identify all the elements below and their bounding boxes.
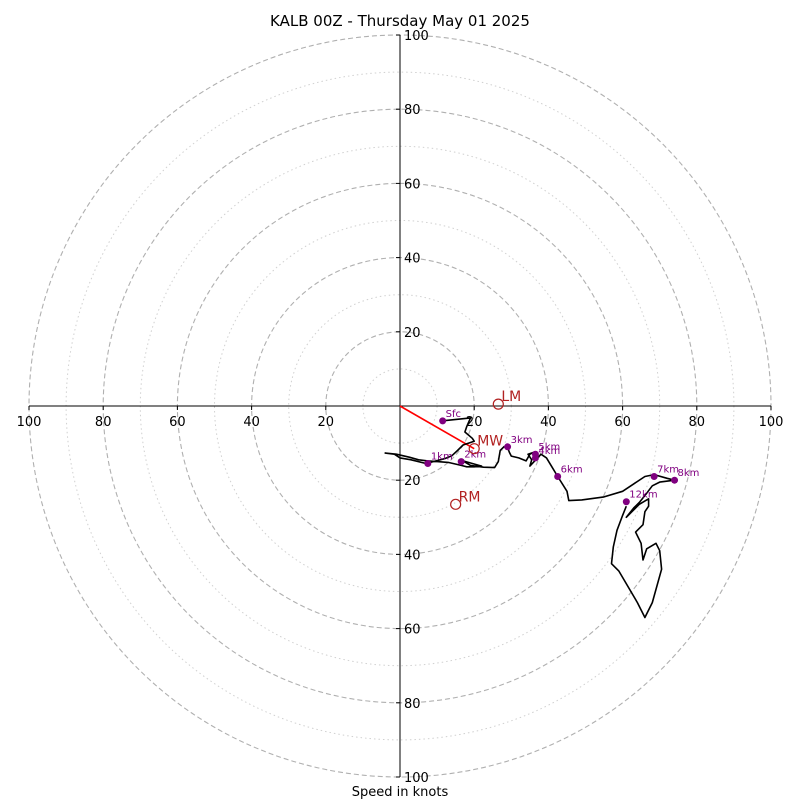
x-tick-label: 100 [759, 415, 784, 430]
height-point [650, 472, 658, 480]
height-label: 7km [657, 464, 679, 475]
motion-marker [492, 398, 504, 410]
height-point [439, 417, 447, 425]
x-tick-label: 40 [540, 415, 557, 430]
x-tick-label: 60 [169, 415, 186, 430]
height-label: 5km [538, 442, 560, 453]
height-label: 12km [629, 490, 657, 501]
height-point [504, 443, 512, 451]
height-point [671, 476, 679, 484]
x-tick-label: 100 [17, 415, 42, 430]
tick-labels: 100 80 60 40 20 20 40 60 80 100100806040202040608… [17, 29, 784, 786]
motion-marker [450, 498, 462, 510]
motion-label: RM [459, 489, 481, 505]
y-tick-label: 20 [404, 474, 421, 489]
height-point [531, 450, 539, 458]
height-point [622, 498, 630, 506]
x-tick-label: 60 [614, 415, 631, 430]
chart-title: KALB 00Z - Thursday May 01 2025 [270, 12, 530, 30]
y-tick-label: 60 [404, 623, 421, 638]
y-tick-label: 80 [404, 103, 421, 118]
hodograph-trace [384, 417, 676, 619]
height-label: Sfc [446, 409, 461, 420]
x-tick-label: 20 [318, 415, 335, 430]
motion-label: LM [501, 389, 521, 405]
x-axis-label: Speed in knots [352, 785, 449, 800]
height-label: 4km [538, 446, 560, 457]
height-label: 1km [431, 452, 453, 463]
height-label: 2km [464, 450, 486, 461]
y-tick-label: 100 [404, 771, 429, 786]
y-tick-label: 20 [404, 326, 421, 341]
y-tick-label: 40 [404, 548, 421, 563]
hodograph-line [384, 417, 676, 619]
x-tick-label: 40 [243, 415, 260, 430]
height-label: 3km [511, 435, 533, 446]
y-tick-label: 40 [404, 252, 421, 267]
y-tick-label: 60 [404, 177, 421, 192]
shear-vector [399, 405, 475, 450]
height-label: 8km [678, 468, 700, 479]
storm-motion-markers: LM MW RM [450, 389, 521, 510]
height-point [554, 472, 562, 480]
motion-marker [468, 443, 480, 455]
x-tick-label: 80 [95, 415, 112, 430]
height-label: 6km [561, 464, 583, 475]
height-point [457, 458, 465, 466]
x-tick-label: 80 [689, 415, 706, 430]
y-tick-label: 100 [404, 29, 429, 44]
y-tick-label: 80 [404, 697, 421, 712]
shear-vector-line [399, 405, 475, 450]
motion-label: MW [477, 434, 503, 450]
height-point [424, 460, 432, 468]
